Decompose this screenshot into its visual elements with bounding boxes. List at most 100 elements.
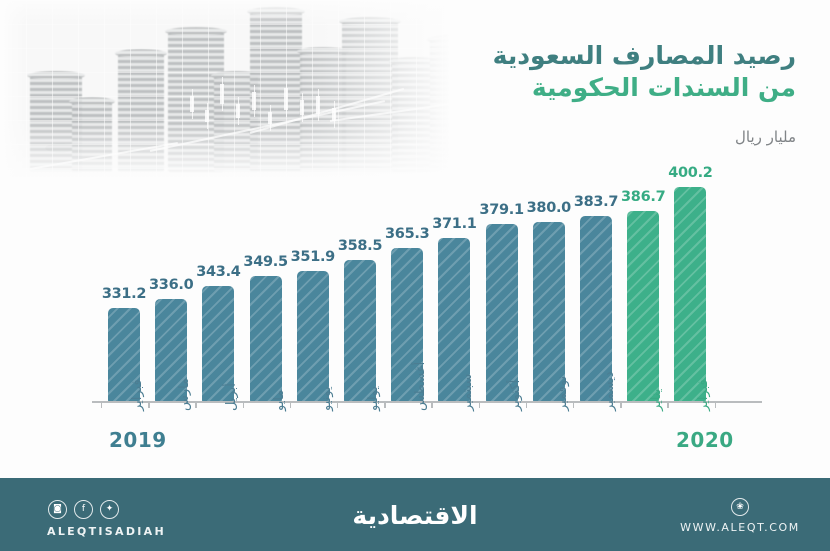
bar[interactable] bbox=[485, 224, 518, 402]
bar-value-label: 380.0 bbox=[526, 200, 572, 216]
candlestick bbox=[252, 85, 256, 117]
candlestick bbox=[284, 81, 288, 117]
axis-tick bbox=[101, 401, 103, 408]
axis-tick bbox=[478, 401, 480, 408]
twitter-icon[interactable]: ✦ bbox=[100, 500, 119, 519]
coin-top bbox=[211, 71, 261, 80]
bar-value-label: 365.3 bbox=[385, 226, 430, 242]
bar-hatch bbox=[580, 216, 612, 402]
month-label: يونيو bbox=[318, 386, 334, 411]
month-label: فبراير bbox=[130, 379, 145, 411]
bar[interactable] bbox=[296, 271, 329, 402]
bar-value-label: 386.7 bbox=[621, 189, 666, 205]
bar-group: 349.5 bbox=[243, 170, 288, 402]
month-label: أكتوبر bbox=[507, 379, 523, 411]
month-label: يوليو bbox=[366, 386, 381, 411]
coin-top bbox=[69, 97, 115, 106]
social-links[interactable]: ◙ f ✦ bbox=[48, 500, 119, 519]
bar-hatch bbox=[249, 276, 282, 402]
bar-value-label: 343.4 bbox=[196, 264, 241, 280]
bar[interactable] bbox=[155, 299, 188, 402]
axis-tick bbox=[289, 401, 292, 408]
month-label: نوفمبر bbox=[554, 375, 570, 411]
bar-hatch bbox=[391, 248, 424, 402]
bar-hatch bbox=[344, 260, 376, 402]
axis-tick bbox=[525, 401, 528, 408]
bar-hatch bbox=[155, 299, 188, 402]
chart-title: رصيد المصارف السعودية من السندات الحكومي… bbox=[493, 40, 796, 104]
bar-group: 371.1 bbox=[432, 170, 477, 402]
bar-value-label: 379.1 bbox=[479, 202, 524, 218]
bar[interactable] bbox=[627, 211, 660, 402]
bar-group: 380.0 bbox=[527, 170, 571, 402]
photo-fade-top bbox=[0, 0, 470, 24]
bar-hatch bbox=[296, 271, 329, 402]
brand-handle: ALEQTISADIAH bbox=[47, 525, 166, 538]
month-label: ديسمبر bbox=[602, 371, 617, 411]
bar-hatch bbox=[532, 222, 565, 402]
candlestick bbox=[220, 77, 224, 111]
month-label: مارس bbox=[177, 377, 193, 411]
bar[interactable] bbox=[532, 222, 565, 402]
website-url: WWW.ALEQT.COM bbox=[680, 521, 800, 534]
bar-group: 336.0 bbox=[149, 170, 194, 402]
axis-tick bbox=[667, 401, 669, 408]
month-label: أبريل bbox=[224, 383, 240, 411]
axis-tick bbox=[714, 401, 716, 408]
bar-hatch bbox=[485, 224, 518, 402]
bar[interactable] bbox=[344, 260, 376, 402]
bar-group: 383.7 bbox=[574, 170, 618, 402]
bar-value-label: 371.1 bbox=[432, 216, 477, 232]
footer-bar: ◙ f ✦ ALEQTISADIAH الاقتصادية ❀ WWW.ALEQT.… bbox=[0, 478, 830, 551]
bar-hatch bbox=[674, 187, 707, 402]
coin-top bbox=[115, 49, 167, 58]
axis-tick bbox=[195, 401, 197, 408]
bar[interactable] bbox=[674, 187, 707, 402]
instagram-icon[interactable]: ◙ bbox=[48, 500, 67, 519]
bar-hatch bbox=[627, 211, 660, 402]
month-label: يناير bbox=[649, 388, 665, 411]
brand-logo-arabic: الاقتصادية bbox=[352, 501, 478, 530]
bar[interactable] bbox=[202, 286, 235, 402]
bar-chart-plot: 331.2 336.0 343.4 349.5 351.9 358.5 365.3 371.1… bbox=[96, 165, 796, 402]
bar-group: 343.4 bbox=[196, 170, 241, 402]
axis-tick bbox=[242, 401, 244, 408]
bar-value-label: 383.7 bbox=[573, 194, 619, 210]
bar-group: 386.7 bbox=[621, 170, 666, 402]
axis-tick bbox=[148, 401, 150, 408]
candlestick bbox=[205, 103, 209, 129]
axis-tick bbox=[337, 401, 339, 408]
x-axis-line bbox=[92, 401, 762, 403]
candlestick bbox=[236, 97, 240, 125]
month-label: سبتمبر bbox=[460, 373, 476, 411]
bar-group: 365.3 bbox=[385, 170, 430, 402]
photo-fade-left bbox=[0, 0, 26, 190]
bar-hatch bbox=[108, 308, 140, 402]
chart-unit-label: مليار ريال bbox=[735, 128, 796, 146]
month-label: أغسطس bbox=[413, 361, 429, 411]
bar-value-label: 349.5 bbox=[243, 254, 288, 270]
bar-value-label: 400.2 bbox=[668, 165, 713, 181]
axis-tick bbox=[573, 401, 575, 408]
bar-value-label: 351.9 bbox=[290, 249, 336, 265]
bar-group: 331.2 bbox=[102, 170, 146, 402]
bar-group: 358.5 bbox=[338, 170, 382, 402]
website-link[interactable]: ❀ WWW.ALEQT.COM bbox=[675, 498, 805, 534]
bar-value-label: 336.0 bbox=[149, 277, 194, 293]
bar-hatch bbox=[438, 238, 471, 402]
year-label-2019: 2019 bbox=[109, 428, 167, 452]
bar[interactable] bbox=[391, 248, 424, 402]
month-label: مايو bbox=[271, 389, 287, 411]
axis-tick bbox=[384, 401, 386, 408]
bar[interactable] bbox=[438, 238, 471, 402]
axis-tick bbox=[431, 401, 433, 408]
bar[interactable] bbox=[108, 308, 140, 402]
month-label: فبراير bbox=[696, 379, 712, 411]
facebook-icon[interactable]: f bbox=[74, 500, 93, 519]
bar[interactable] bbox=[249, 276, 282, 402]
title-line-2: من السندات الحكومية bbox=[531, 73, 796, 102]
background-photo bbox=[0, 0, 470, 190]
year-label-2020: 2020 bbox=[676, 428, 734, 452]
bar-group: 400.2 bbox=[668, 165, 713, 402]
bar[interactable] bbox=[580, 216, 612, 402]
